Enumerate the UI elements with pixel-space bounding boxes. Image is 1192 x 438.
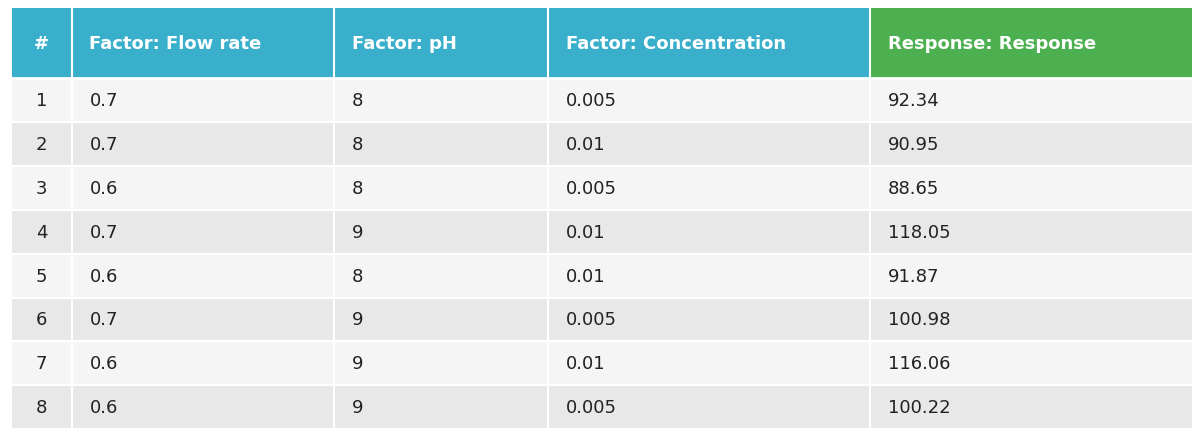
Bar	[12, 166, 72, 210]
Bar	[72, 385, 334, 429]
Text: 100.98: 100.98	[888, 311, 950, 329]
Bar	[12, 385, 72, 429]
Bar	[72, 123, 334, 166]
Text: 0.005: 0.005	[566, 92, 617, 110]
Bar	[870, 342, 1192, 385]
Bar	[72, 210, 334, 254]
Text: 0.6: 0.6	[89, 354, 118, 373]
Text: 0.6: 0.6	[89, 179, 118, 198]
Text: 0.005: 0.005	[566, 398, 617, 417]
Text: 8: 8	[352, 267, 364, 285]
Bar	[870, 9, 1192, 79]
Bar	[12, 9, 72, 79]
Text: 88.65: 88.65	[888, 179, 939, 198]
Text: 91.87: 91.87	[888, 267, 939, 285]
Bar	[12, 210, 72, 254]
Bar	[72, 79, 334, 123]
Bar	[870, 385, 1192, 429]
Bar	[72, 298, 334, 342]
Text: 0.7: 0.7	[89, 223, 118, 241]
Bar	[12, 342, 72, 385]
Text: 9: 9	[352, 354, 364, 373]
Bar	[870, 166, 1192, 210]
Bar	[334, 123, 548, 166]
Bar	[870, 254, 1192, 298]
Bar	[12, 254, 72, 298]
Bar	[12, 298, 72, 342]
Bar	[334, 79, 548, 123]
Bar	[548, 342, 870, 385]
Bar	[334, 342, 548, 385]
Text: Factor: pH: Factor: pH	[352, 35, 457, 53]
Text: 118.05: 118.05	[888, 223, 951, 241]
Text: 0.6: 0.6	[89, 267, 118, 285]
Bar	[334, 166, 548, 210]
Bar	[548, 123, 870, 166]
Text: 0.01: 0.01	[566, 135, 606, 154]
Text: 0.7: 0.7	[89, 135, 118, 154]
Bar	[548, 9, 870, 79]
Bar	[334, 254, 548, 298]
Text: 8: 8	[352, 135, 364, 154]
Bar	[334, 385, 548, 429]
Bar	[870, 298, 1192, 342]
Text: 116.06: 116.06	[888, 354, 950, 373]
Text: 0.6: 0.6	[89, 398, 118, 417]
Text: 0.7: 0.7	[89, 92, 118, 110]
Bar	[548, 254, 870, 298]
Text: 8: 8	[352, 92, 364, 110]
Bar	[12, 79, 72, 123]
Bar	[548, 79, 870, 123]
Bar	[548, 210, 870, 254]
Text: 0.01: 0.01	[566, 354, 606, 373]
Bar	[72, 9, 334, 79]
Text: 100.22: 100.22	[888, 398, 951, 417]
Text: Factor: Flow rate: Factor: Flow rate	[89, 35, 262, 53]
Bar	[334, 9, 548, 79]
Text: 6: 6	[36, 311, 48, 329]
Bar	[72, 166, 334, 210]
Text: 90.95: 90.95	[888, 135, 939, 154]
Bar	[72, 342, 334, 385]
Text: 7: 7	[36, 354, 48, 373]
Bar	[548, 166, 870, 210]
Bar	[72, 254, 334, 298]
Text: Response: Response: Response: Response	[888, 35, 1097, 53]
Text: 3: 3	[36, 179, 48, 198]
Text: 8: 8	[36, 398, 48, 417]
Bar	[334, 210, 548, 254]
Bar	[548, 385, 870, 429]
Text: 2: 2	[36, 135, 48, 154]
Text: 92.34: 92.34	[888, 92, 939, 110]
Text: #: #	[35, 35, 49, 53]
Text: Factor: Concentration: Factor: Concentration	[566, 35, 787, 53]
Bar	[548, 298, 870, 342]
Bar	[334, 298, 548, 342]
Text: 5: 5	[36, 267, 48, 285]
Text: 9: 9	[352, 398, 364, 417]
Text: 1: 1	[36, 92, 48, 110]
Text: 0.005: 0.005	[566, 179, 617, 198]
Text: 0.005: 0.005	[566, 311, 617, 329]
Text: 4: 4	[36, 223, 48, 241]
Text: 8: 8	[352, 179, 364, 198]
Bar	[12, 123, 72, 166]
Text: 0.7: 0.7	[89, 311, 118, 329]
Text: 0.01: 0.01	[566, 223, 606, 241]
Bar	[870, 123, 1192, 166]
Bar	[870, 210, 1192, 254]
Text: 0.01: 0.01	[566, 267, 606, 285]
Bar	[870, 79, 1192, 123]
Text: 9: 9	[352, 223, 364, 241]
Text: 9: 9	[352, 311, 364, 329]
